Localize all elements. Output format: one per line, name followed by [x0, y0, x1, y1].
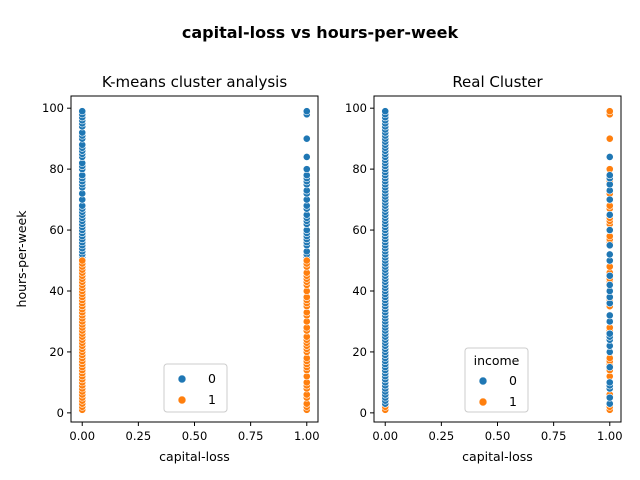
y-tick-label: 20: [352, 345, 367, 359]
x-tick-label: 0.25: [429, 429, 455, 443]
y-tick-label: 40: [49, 284, 64, 298]
y-tick-label: 100: [345, 101, 367, 115]
data-point: [605, 250, 614, 259]
subplot-1: 0.00 0.25 0.50 0.75 1.00 0 20 40 60 80 100 K-means …: [14, 73, 320, 464]
legend-label: 0: [208, 371, 216, 386]
scatter-points: [381, 107, 614, 414]
x-tick-label: 0.75: [541, 429, 567, 443]
x-tick-label: 0.00: [372, 429, 398, 443]
figure-title: capital-loss vs hours-per-week: [182, 23, 459, 42]
legend-marker: [478, 376, 488, 386]
y-tick-label: 60: [352, 223, 367, 237]
data-point: [302, 165, 311, 174]
x-tick-label: 0.50: [485, 429, 511, 443]
plots-area: 0.00 0.25 0.50 0.75 1.00020406080100K-means …: [14, 73, 623, 464]
data-point: [78, 256, 87, 265]
data-point: [605, 226, 614, 234]
data-point: [605, 329, 614, 338]
subplot-2: 0.00 0.25 0.50 0.75 1.00 0 20 40 60 80 100 Real Clu…: [345, 73, 623, 464]
data-point: [605, 271, 614, 280]
legend-marker: [478, 397, 488, 407]
subplot-title: Real Cluster: [452, 73, 543, 91]
legend-marker: [177, 395, 187, 405]
x-axis-label: capital-loss: [159, 449, 230, 464]
data-point: [605, 363, 614, 372]
y-tick-label: 40: [352, 284, 367, 298]
legend-title: income: [474, 353, 520, 368]
data-point: [302, 134, 311, 143]
y-tick-label: 100: [42, 101, 64, 115]
data-point: [605, 107, 614, 116]
y-tick-label: 80: [352, 162, 367, 176]
y-tick-label: 20: [49, 345, 64, 359]
data-point: [605, 210, 614, 219]
data-point: [605, 171, 614, 180]
data-point: [605, 134, 614, 143]
legend-label: 1: [208, 392, 216, 407]
data-point: [78, 107, 87, 116]
data-point: [302, 256, 311, 265]
data-point: [605, 378, 614, 387]
legend-box: [163, 363, 228, 413]
data-point: [605, 195, 614, 204]
series-1-group: [78, 256, 87, 414]
series-1-group: [302, 256, 311, 414]
y-tick-label: 60: [49, 223, 64, 237]
legend-box: [464, 347, 529, 413]
subplot-title: K-means cluster analysis: [102, 73, 287, 91]
data-point: [605, 393, 614, 402]
scatter-points: [78, 107, 311, 414]
series-0-group: [78, 107, 87, 262]
x-tick-label: 0.50: [182, 429, 208, 443]
y-tick-label: 0: [57, 406, 64, 420]
data-point: [302, 153, 311, 161]
y-tick-label: 80: [49, 162, 64, 176]
x-tick-label: 0.00: [69, 429, 95, 443]
x-tick-label: 0.25: [126, 429, 152, 443]
data-point: [605, 311, 614, 320]
x-axis-label: capital-loss: [462, 449, 533, 464]
x-tick-label: 1.00: [294, 429, 320, 443]
data-point: [605, 280, 614, 289]
data-point: [605, 241, 614, 250]
legend: 01: [163, 363, 228, 413]
data-point: [302, 107, 311, 116]
data-point: [381, 107, 390, 116]
legend: income 0 1: [464, 347, 529, 413]
data-point: [605, 153, 614, 161]
series-0-group: [381, 107, 390, 408]
legend-marker: [177, 374, 187, 384]
x-tick-label: 1.00: [597, 429, 623, 443]
y-axis-label: hours-per-week: [14, 210, 29, 308]
x-tick-label: 0.75: [238, 429, 264, 443]
legend-label: 1: [509, 394, 517, 409]
series-0-group: [302, 107, 311, 262]
legend-label: 0: [509, 373, 517, 388]
y-tick-label: 0: [360, 406, 367, 420]
series-0-group: [605, 153, 614, 408]
